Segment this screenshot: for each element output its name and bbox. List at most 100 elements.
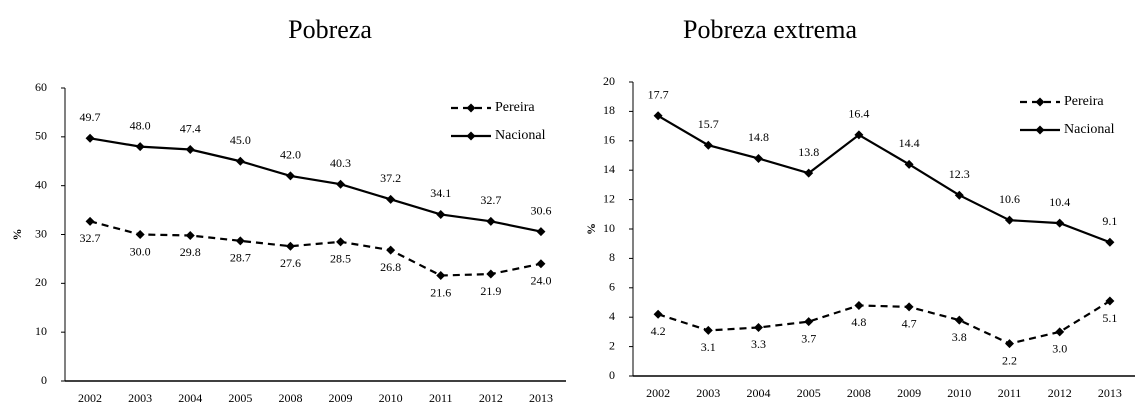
y-tick-label: 20: [35, 275, 47, 289]
series-line: [657, 114, 1111, 244]
data-label: 2.2: [1002, 353, 1017, 367]
data-label: 17.7: [648, 88, 669, 102]
data-label: 29.8: [180, 245, 201, 259]
point-marker: [854, 130, 864, 140]
point-marker: [85, 133, 95, 143]
point-marker: [135, 142, 145, 152]
legend-label: Nacional: [1064, 122, 1115, 137]
series-line: [657, 300, 1111, 345]
x-tick-label: 2009: [897, 386, 921, 400]
data-label: 3.1: [701, 340, 716, 354]
chart-title: Pobreza: [288, 15, 372, 44]
data-label: 32.7: [80, 231, 101, 245]
x-tick-label: 2005: [797, 386, 821, 400]
x-tick-label: 2002: [78, 391, 102, 405]
x-tick-label: 2012: [1048, 386, 1072, 400]
point-marker: [85, 216, 95, 226]
legend-label: Pereira: [1064, 94, 1104, 109]
x-tick-label: 2005: [228, 391, 252, 405]
y-tick-label: 0: [609, 368, 615, 382]
point-marker: [754, 322, 763, 332]
data-label: 42.0: [280, 148, 301, 162]
data-label: 37.2: [380, 171, 401, 185]
data-label: 24.0: [530, 274, 551, 288]
data-label: 3.7: [801, 331, 816, 345]
y-tick-label: 20: [603, 74, 615, 88]
x-tick-label: 2010: [379, 391, 403, 405]
y-tick-label: 4: [609, 309, 615, 323]
y-tick-label: 10: [603, 221, 615, 235]
point-marker: [904, 302, 914, 312]
x-tick-label: 2004: [178, 391, 202, 405]
point-marker: [185, 145, 195, 155]
point-marker: [336, 237, 346, 247]
point-marker: [1055, 327, 1065, 337]
data-label: 3.0: [1052, 342, 1067, 356]
y-axis-label: %: [10, 229, 24, 241]
legend-label: Nacional: [495, 128, 546, 143]
x-tick-label: 2009: [329, 391, 353, 405]
data-label: 21.9: [480, 284, 501, 298]
data-label: 21.6: [430, 285, 451, 299]
data-label: 32.7: [480, 193, 501, 207]
data-label: 28.5: [330, 252, 351, 266]
x-tick-label: 2011: [998, 386, 1022, 400]
y-tick-label: 60: [35, 80, 47, 94]
point-marker: [1105, 296, 1115, 306]
legend-marker: [1035, 97, 1045, 107]
point-marker: [754, 153, 763, 163]
x-tick-label: 2013: [1098, 386, 1122, 400]
data-label: 47.4: [180, 121, 201, 135]
y-tick-label: 30: [35, 226, 47, 240]
data-label: 14.4: [899, 136, 920, 150]
data-label: 16.4: [848, 107, 869, 121]
point-marker: [804, 168, 814, 178]
point-marker: [235, 156, 245, 166]
data-label: 30.6: [530, 203, 551, 217]
point-marker: [536, 259, 546, 269]
x-tick-label: 2008: [278, 391, 302, 405]
point-marker: [854, 300, 864, 310]
data-label: 3.8: [952, 330, 967, 344]
y-tick-label: 16: [603, 133, 615, 147]
point-marker: [486, 216, 496, 226]
data-label: 27.6: [280, 256, 301, 270]
point-marker: [653, 111, 663, 121]
x-tick-label: 2012: [479, 391, 503, 405]
x-tick-label: 2003: [696, 386, 720, 400]
chart-title: Pobreza extrema: [683, 15, 857, 44]
data-label: 13.8: [798, 145, 819, 159]
point-marker: [486, 269, 496, 279]
point-marker: [1105, 237, 1115, 247]
x-tick-label: 2010: [947, 386, 971, 400]
point-marker: [1005, 215, 1014, 225]
data-label: 3.3: [751, 337, 766, 351]
y-tick-label: 14: [603, 162, 615, 176]
data-label: 28.7: [230, 251, 251, 265]
data-label: 48.0: [130, 118, 151, 132]
x-tick-label: 2003: [128, 391, 152, 405]
y-axis-label: %: [584, 223, 598, 235]
x-tick-label: 2013: [529, 391, 553, 405]
point-marker: [386, 245, 396, 255]
y-tick-label: 2: [609, 338, 615, 352]
point-marker: [703, 325, 713, 335]
point-marker: [1005, 339, 1014, 349]
data-label: 15.7: [698, 117, 719, 131]
data-label: 9.1: [1102, 214, 1117, 228]
data-label: 26.8: [380, 260, 401, 274]
point-marker: [1055, 218, 1065, 228]
data-label: 12.3: [949, 167, 970, 181]
data-label: 14.8: [748, 130, 769, 144]
series-line: [89, 220, 542, 277]
y-tick-label: 18: [603, 103, 615, 117]
point-marker: [285, 241, 295, 251]
data-label: 4.8: [851, 315, 866, 329]
point-marker: [436, 271, 446, 281]
point-marker: [703, 140, 713, 150]
point-marker: [653, 309, 663, 319]
legend-marker: [466, 131, 476, 141]
point-marker: [336, 179, 346, 189]
